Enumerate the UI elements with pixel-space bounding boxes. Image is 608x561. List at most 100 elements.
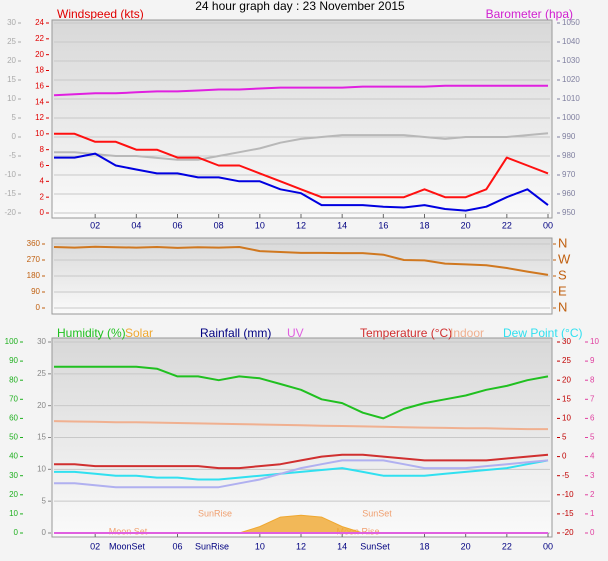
series-line [54,365,549,420]
y2-label: Barometer (hpa) [486,7,573,21]
y-tick-label: 50 [9,433,18,442]
event-label: SunSet [360,541,390,551]
y4-tick-label: 3 [590,471,595,480]
y2-tick-label: -5 [562,471,570,480]
annotation: SunSet [362,508,392,518]
y2-tick-label: 1050 [562,18,580,27]
y3-tick-label: 20 [7,56,16,65]
y2-tick-label: W [558,251,571,266]
x-tick-label: 00 [543,541,553,551]
series-line [54,132,549,199]
y-tick-label: 6 [40,161,45,170]
y2-tick-label: -20 [562,528,574,537]
x-tick-label: 06 [172,220,182,230]
y-tick-label: 70 [9,394,18,403]
y3-tick-label: 25 [7,37,16,46]
y4-tick-label: 8 [590,375,595,384]
y4-tick-label: 6 [590,414,595,423]
chart-title: 24 hour graph day : 23 November 2015 [195,0,405,13]
x-tick-label: 22 [502,541,512,551]
series-line [54,453,549,470]
x-tick-label: 22 [502,220,512,230]
y2-tick-label: 980 [562,151,576,160]
y-tick-label: 30 [9,471,18,480]
y3-tick-label: 20 [37,401,46,410]
x-tick-label: 20 [461,541,471,551]
y-tick-label: 10 [9,509,18,518]
legend-entry: Dew Point (°C) [503,326,582,340]
y-tick-label: 24 [35,18,44,27]
y-tick-label: 60 [9,414,18,423]
y-tick-label: 0 [40,208,45,217]
y4-tick-label: 9 [590,356,595,365]
legend-entry: Humidity (%) [57,326,126,340]
x-tick-label: 18 [419,541,429,551]
y3-tick-label: 10 [7,94,16,103]
y-tick-label: 8 [40,145,45,154]
y-tick-label: 10 [35,129,44,138]
y-tick-label: 90 [9,356,18,365]
legend-entry: Solar [125,326,153,340]
y4-tick-label: 5 [590,433,595,442]
y2-tick-label: 5 [562,433,567,442]
y-tick-label: 0 [36,303,41,312]
legend-entry: UV [287,326,304,340]
y3-tick-label: 0 [42,528,47,537]
x-tick-label: 14 [337,220,347,230]
y-tick-label: 90 [31,287,40,296]
annotation: SunRise [198,508,232,518]
x-tick-label: 20 [461,220,471,230]
x-tick-label: 02 [90,220,100,230]
y3-tick-label: -15 [4,189,16,198]
y4-tick-label: 0 [590,528,595,537]
y4-tick-label: 4 [590,452,595,461]
y3-tick-label: 0 [12,132,17,141]
y-tick-label: 270 [27,255,41,264]
y4-tick-label: 10 [590,337,599,346]
x-tick-label: 12 [296,220,306,230]
y2-tick-label: N [558,299,567,314]
series-line [53,84,548,97]
y2-tick-label: 990 [562,132,576,141]
x-tick-label: 00 [543,220,553,230]
y2-tick-label: 1000 [562,113,580,122]
series-line [54,152,549,212]
series-line [53,245,549,276]
x-tick-label: 12 [296,541,306,551]
y3-tick-label: -20 [4,208,16,217]
y2-tick-label: S [558,267,567,282]
y-label: Windspeed (kts) [57,7,144,21]
y-tick-label: 16 [35,81,44,90]
y3-tick-label: 25 [37,369,46,378]
y-tick-label: 18 [35,66,44,75]
y-tick-label: 40 [9,452,18,461]
series-line [54,459,549,489]
y2-tick-label: 20 [562,375,571,384]
y2-tick-label: 1040 [562,37,580,46]
y-tick-label: 20 [35,50,44,59]
y-tick-label: 4 [40,176,45,185]
series-line [53,420,548,431]
x-tick-label: 08 [214,220,224,230]
y4-tick-label: 7 [590,394,595,403]
y3-tick-label: 30 [7,18,16,27]
annotation: Moon Set [109,526,148,536]
y2-tick-label: 1010 [562,94,580,103]
y-tick-label: 0 [14,528,19,537]
y-tick-label: 80 [9,375,18,384]
legend-entry: Indoor [450,326,484,340]
y2-tick-label: 30 [562,337,571,346]
y3-tick-label: 5 [42,496,47,505]
y3-tick-label: 15 [37,433,46,442]
x-tick-label: 10 [255,541,265,551]
y3-tick-label: 30 [37,337,46,346]
y-tick-label: 360 [27,239,41,248]
y-tick-label: 2 [40,192,45,201]
y2-tick-label: N [558,235,567,250]
y-tick-label: 180 [27,271,41,280]
y2-tick-label: 970 [562,170,576,179]
x-tick-label: 04 [131,220,141,230]
y-tick-label: 20 [9,490,18,499]
y4-tick-label: 2 [590,490,595,499]
legend-entry: Rainfall (mm) [200,326,271,340]
